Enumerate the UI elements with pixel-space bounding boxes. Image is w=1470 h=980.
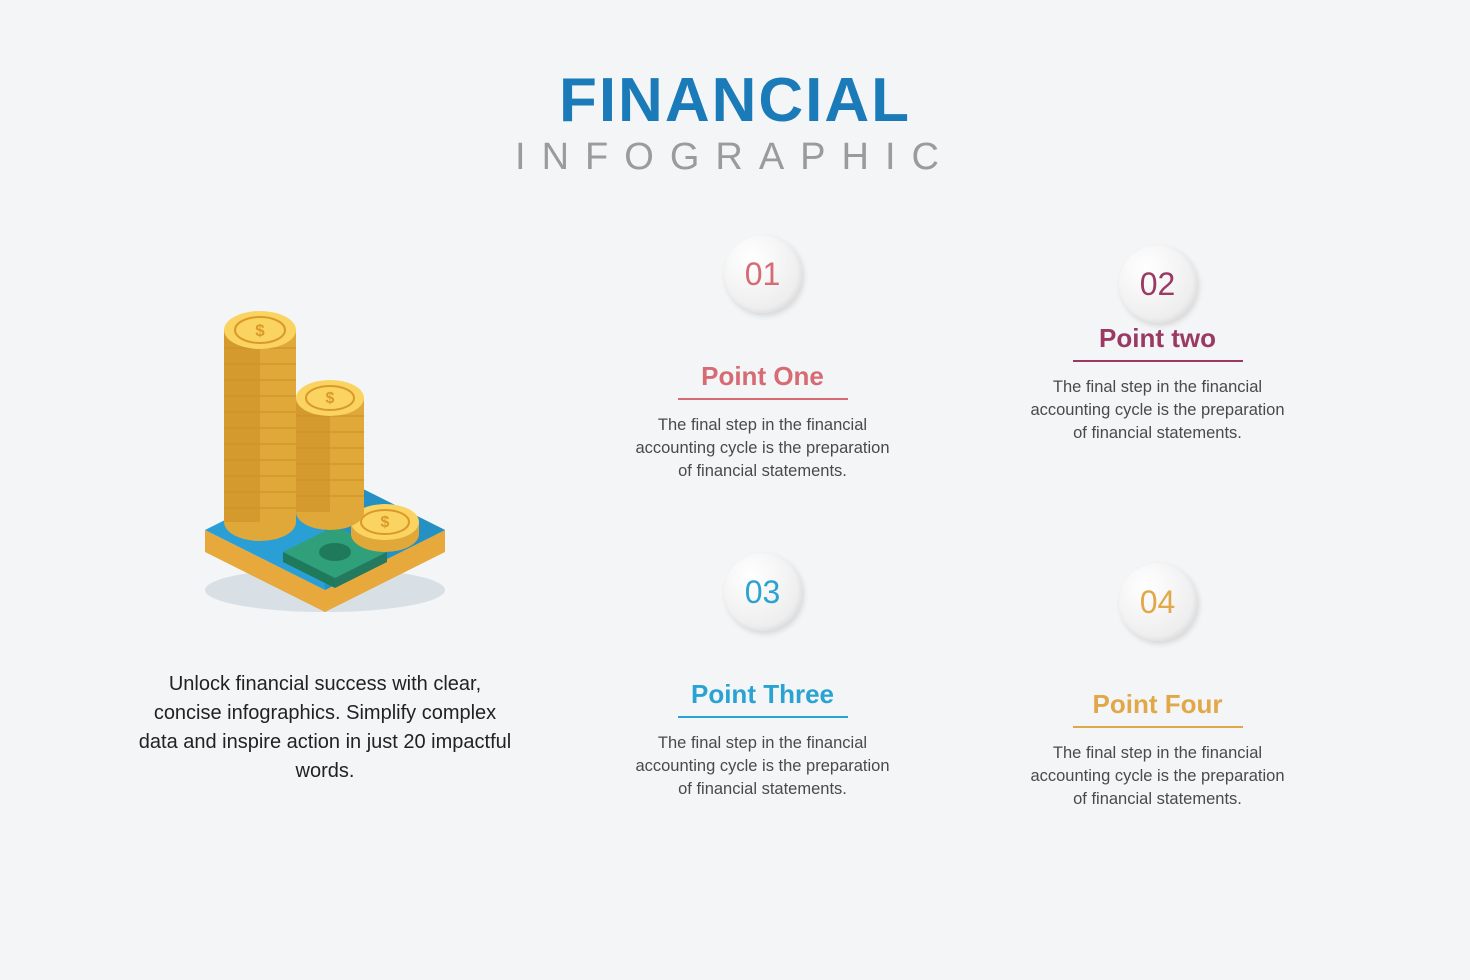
points-grid: 01 Point One The final step in the finan… — [600, 235, 1320, 802]
point-4-badge: 04 — [1119, 563, 1197, 641]
main-title: FINANCIAL — [0, 70, 1470, 132]
svg-text:$: $ — [326, 390, 335, 407]
point-2-body: The final step in the financial account­… — [1028, 376, 1288, 445]
caption-text: Unlock financial success with clear, con… — [135, 670, 515, 786]
point-3-number: 03 — [745, 574, 781, 611]
point-4: 04 Point Four The final step in the fina… — [995, 563, 1320, 811]
svg-text:$: $ — [381, 514, 390, 531]
point-3-body: The final step in the financial account­… — [633, 732, 893, 801]
subtitle: INFOGRAPHIC — [0, 136, 1470, 179]
coins-illustration-icon: $ $ — [175, 300, 475, 620]
point-4-title: Point Four — [1073, 689, 1243, 728]
point-3-badge: 03 — [724, 553, 802, 631]
point-1-body: The final step in the financial account­… — [633, 414, 893, 483]
infographic-canvas: FINANCIAL INFOGRAPHIC — [0, 0, 1470, 980]
header: FINANCIAL INFOGRAPHIC — [0, 70, 1470, 179]
point-1-badge: 01 — [724, 235, 802, 313]
point-4-body: The final step in the financial account­… — [1028, 742, 1288, 811]
left-column: $ $ — [135, 300, 515, 786]
point-1: 01 Point One The final step in the finan… — [600, 235, 925, 483]
point-2: 02 Point two The final step in the finan… — [995, 245, 1320, 493]
point-3: 03 Point Three The final step in the fin… — [600, 553, 925, 801]
point-2-badge: 02 — [1119, 245, 1197, 323]
point-1-title: Point One — [678, 361, 848, 400]
point-4-number: 04 — [1140, 584, 1176, 621]
point-1-number: 01 — [745, 256, 781, 293]
point-3-title: Point Three — [678, 679, 848, 718]
point-2-number: 02 — [1140, 266, 1176, 303]
point-2-title: Point two — [1073, 323, 1243, 362]
svg-text:$: $ — [255, 321, 265, 340]
